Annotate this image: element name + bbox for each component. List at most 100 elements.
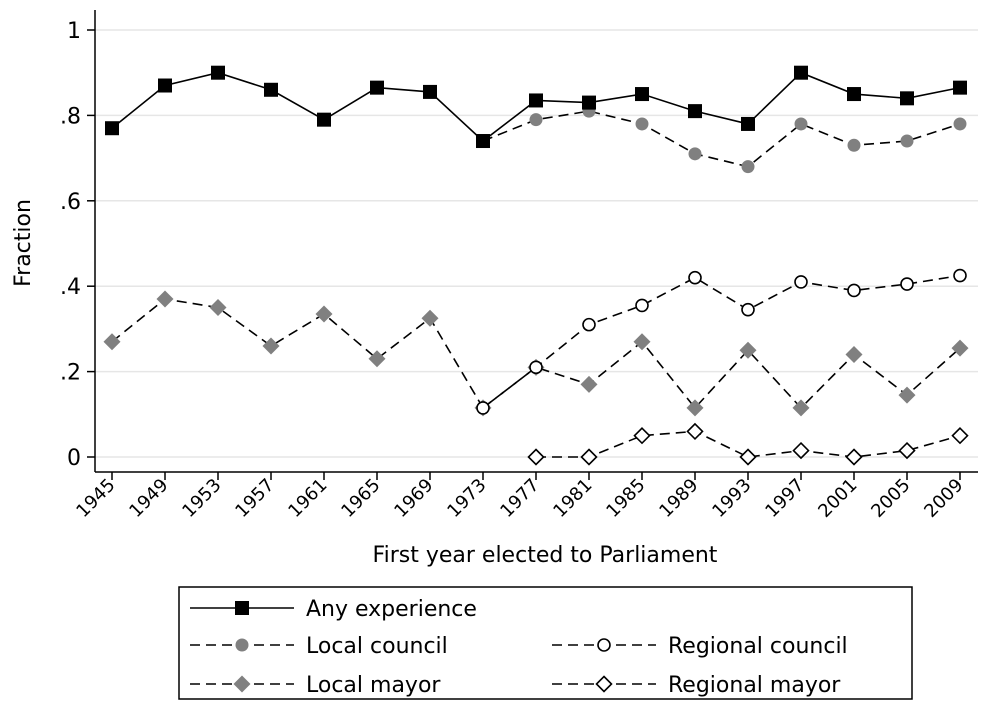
legend-label: Local council — [306, 634, 448, 659]
data-point — [688, 270, 702, 285]
data-point — [794, 275, 808, 289]
data-point — [476, 401, 490, 415]
data-point — [688, 147, 702, 161]
x-tick-label: 1965 — [337, 475, 384, 522]
data-point — [898, 441, 916, 460]
data-point — [739, 448, 757, 466]
data-point — [209, 299, 227, 317]
data-point — [582, 95, 596, 110]
data-point — [741, 160, 755, 174]
data-point — [686, 399, 704, 417]
x-tick-label: 1985 — [602, 475, 649, 522]
y-tick-label: .4 — [60, 275, 81, 300]
data-point — [688, 104, 702, 119]
data-point — [953, 80, 967, 95]
x-tick-label: 1973 — [443, 475, 490, 522]
y-tick-label: 0 — [67, 446, 81, 471]
x-tick-label: 1997 — [761, 475, 808, 522]
data-point — [527, 448, 545, 466]
data-point — [847, 138, 861, 152]
x-tick-label: 1953 — [178, 475, 225, 522]
data-point — [264, 82, 278, 97]
data-point — [529, 93, 543, 108]
data-point — [900, 277, 914, 291]
data-point — [262, 337, 280, 355]
data-point — [635, 117, 649, 131]
series-layer — [103, 65, 969, 466]
legend-box — [178, 586, 913, 700]
x-tick-label: 2005 — [867, 475, 914, 522]
data-point — [315, 305, 333, 323]
data-point — [476, 134, 490, 149]
data-point — [951, 339, 969, 357]
data-point — [792, 399, 810, 417]
y-tick-label: .8 — [60, 104, 81, 129]
data-point — [158, 78, 172, 93]
data-point — [635, 87, 649, 102]
data-point — [582, 317, 596, 332]
data-point — [845, 346, 863, 364]
data-point — [103, 333, 121, 351]
legend-label: Any experience — [306, 597, 477, 622]
data-point — [633, 427, 651, 445]
data-point — [794, 117, 808, 131]
data-point — [847, 87, 861, 102]
data-point — [953, 268, 967, 283]
data-point — [211, 65, 225, 80]
data-point — [105, 121, 119, 136]
data-point — [953, 117, 967, 131]
x-tick-label: 1981 — [549, 475, 596, 522]
series-line — [536, 430, 961, 458]
data-point — [741, 302, 755, 317]
data-point — [156, 290, 174, 308]
data-point — [580, 448, 598, 466]
x-tick-label: 1989 — [655, 475, 702, 522]
legend: Any experience Local council Regional coun… — [178, 586, 913, 700]
x-tick-label: 1957 — [231, 475, 278, 522]
x-tick-label: 1949 — [125, 475, 172, 522]
legend-item: Local mayor — [190, 673, 441, 698]
data-point — [686, 422, 704, 441]
legend-label: Regional mayor — [668, 673, 841, 698]
data-point — [847, 283, 861, 298]
y-axis-label: Fraction — [11, 199, 36, 287]
legend-marker — [235, 601, 249, 615]
data-point — [529, 113, 543, 127]
x-tick-label: 2009 — [920, 475, 967, 522]
x-tick-label: 1977 — [496, 475, 543, 522]
data-point — [900, 134, 914, 148]
data-point — [741, 116, 755, 131]
data-point — [368, 350, 386, 368]
legend-marker — [597, 638, 611, 652]
data-point — [845, 448, 863, 466]
legend-item: Regional council — [552, 634, 848, 659]
legend-label: Local mayor — [306, 673, 441, 698]
data-point — [898, 386, 916, 404]
data-point — [423, 84, 437, 99]
legend-item: Any experience — [190, 597, 477, 622]
data-point — [635, 298, 649, 313]
data-point — [370, 80, 384, 95]
x-tick-label: 1945 — [72, 475, 119, 522]
data-point — [900, 91, 914, 106]
x-tick-label: 1969 — [390, 475, 437, 522]
legend-marker — [595, 675, 613, 693]
y-tick-label: .2 — [60, 361, 81, 386]
legend-item: Regional mayor — [552, 673, 841, 698]
y-tick-label: .6 — [60, 190, 81, 215]
x-tick-label: 1961 — [284, 475, 331, 522]
series-line — [482, 274, 961, 409]
data-point — [951, 427, 969, 445]
x-axis-label: First year elected to Parliament — [373, 543, 718, 568]
data-point — [794, 65, 808, 80]
legend-marker — [233, 675, 251, 693]
data-point — [739, 341, 757, 359]
data-point — [792, 441, 810, 460]
x-tick-label: 2001 — [814, 475, 861, 522]
data-point — [317, 112, 331, 127]
x-tick-label: 1993 — [708, 475, 755, 522]
legend-marker — [235, 638, 249, 652]
series-line — [482, 110, 961, 168]
data-point — [421, 309, 439, 327]
